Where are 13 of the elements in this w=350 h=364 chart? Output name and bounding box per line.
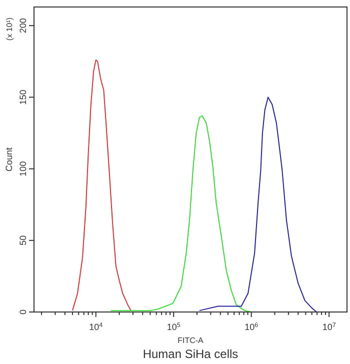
y-axis-title: Count xyxy=(4,147,14,172)
text: Human SiHa cells xyxy=(142,347,238,361)
y-tick-label: 200 xyxy=(18,18,28,34)
x-tick-label: 10$^{7}$ xyxy=(322,322,336,332)
x-tick-label: 10$^{4}$ xyxy=(89,322,104,332)
y-tick-label: 150 xyxy=(18,90,28,105)
text: (x 10¹) xyxy=(5,17,14,41)
y-tick-label: 100 xyxy=(18,161,28,176)
x-axis-title: FITC-A xyxy=(178,336,204,345)
y-tick-label: 0 xyxy=(18,309,28,315)
x-tick-label: 10$^{6}$ xyxy=(244,322,259,332)
x-tick-label: 10$^{5}$ xyxy=(166,322,181,332)
y-tick-label: 50 xyxy=(18,235,28,246)
